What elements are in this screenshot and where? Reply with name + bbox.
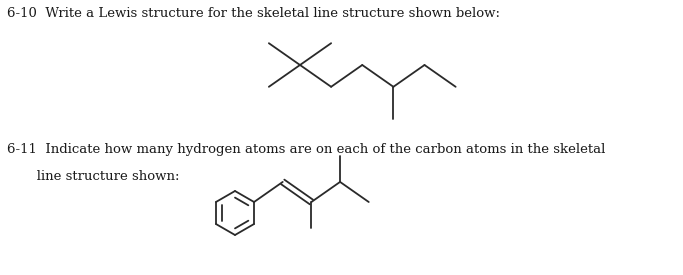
Text: 6-11  Indicate how many hydrogen atoms are on each of the carbon atoms in the sk: 6-11 Indicate how many hydrogen atoms ar…	[7, 143, 605, 156]
Text: 6-10  Write a Lewis structure for the skeletal line structure shown below:: 6-10 Write a Lewis structure for the ske…	[7, 7, 500, 20]
Text: line structure shown:: line structure shown:	[7, 170, 180, 183]
